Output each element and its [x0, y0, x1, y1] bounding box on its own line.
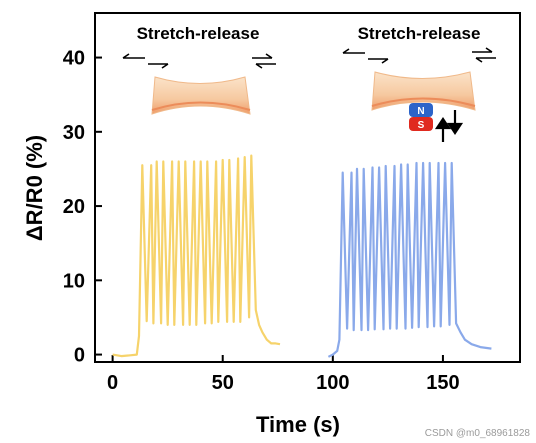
- stretch-arrows-icon-left-2: [342, 48, 389, 64]
- x-axis-title: Time (s): [256, 412, 340, 437]
- x-tick-label-2: 100: [316, 372, 349, 394]
- series-line-2: [327, 161, 492, 358]
- series-line-1: [112, 154, 281, 358]
- annotation-stretch-release-2: Stretch-release: [358, 24, 481, 43]
- y-tick-label-0: 0: [74, 345, 85, 367]
- y-tick-label-2: 20: [63, 196, 85, 218]
- y-axis-ticks: 0 10 20 30 40: [63, 48, 102, 367]
- magnet-icon: N S: [409, 103, 433, 131]
- magnet-label-n: N: [417, 106, 424, 117]
- series-group: [112, 154, 492, 358]
- x-tick-label-3: 150: [426, 372, 459, 394]
- y-tick-label-3: 30: [63, 122, 85, 144]
- stretch-arrows-icon-right-2: [472, 47, 496, 63]
- magnet-label-s: S: [418, 120, 425, 131]
- y-tick-label-4: 40: [63, 48, 85, 70]
- y-tick-label-1: 10: [63, 270, 85, 292]
- film-edge-1: [151, 101, 251, 111]
- x-tick-label-0: 0: [107, 372, 118, 394]
- plot-frame: [94, 12, 521, 363]
- x-tick-label-1: 50: [212, 372, 234, 394]
- stretched-film-icon-1: [151, 76, 251, 115]
- stretch-arrows-icon-right-1: [252, 53, 276, 69]
- watermark: CSDN @m0_68961828: [424, 428, 530, 439]
- up-down-arrows-icon: [434, 110, 464, 142]
- film-edge-2: [371, 97, 476, 107]
- stretch-arrows-icon-left-1: [122, 53, 169, 69]
- x-axis-ticks: 0 50 100 150: [107, 355, 460, 394]
- annotation-stretch-release-1: Stretch-release: [137, 24, 260, 43]
- y-axis-title: ΔR/R0 (%): [22, 135, 47, 241]
